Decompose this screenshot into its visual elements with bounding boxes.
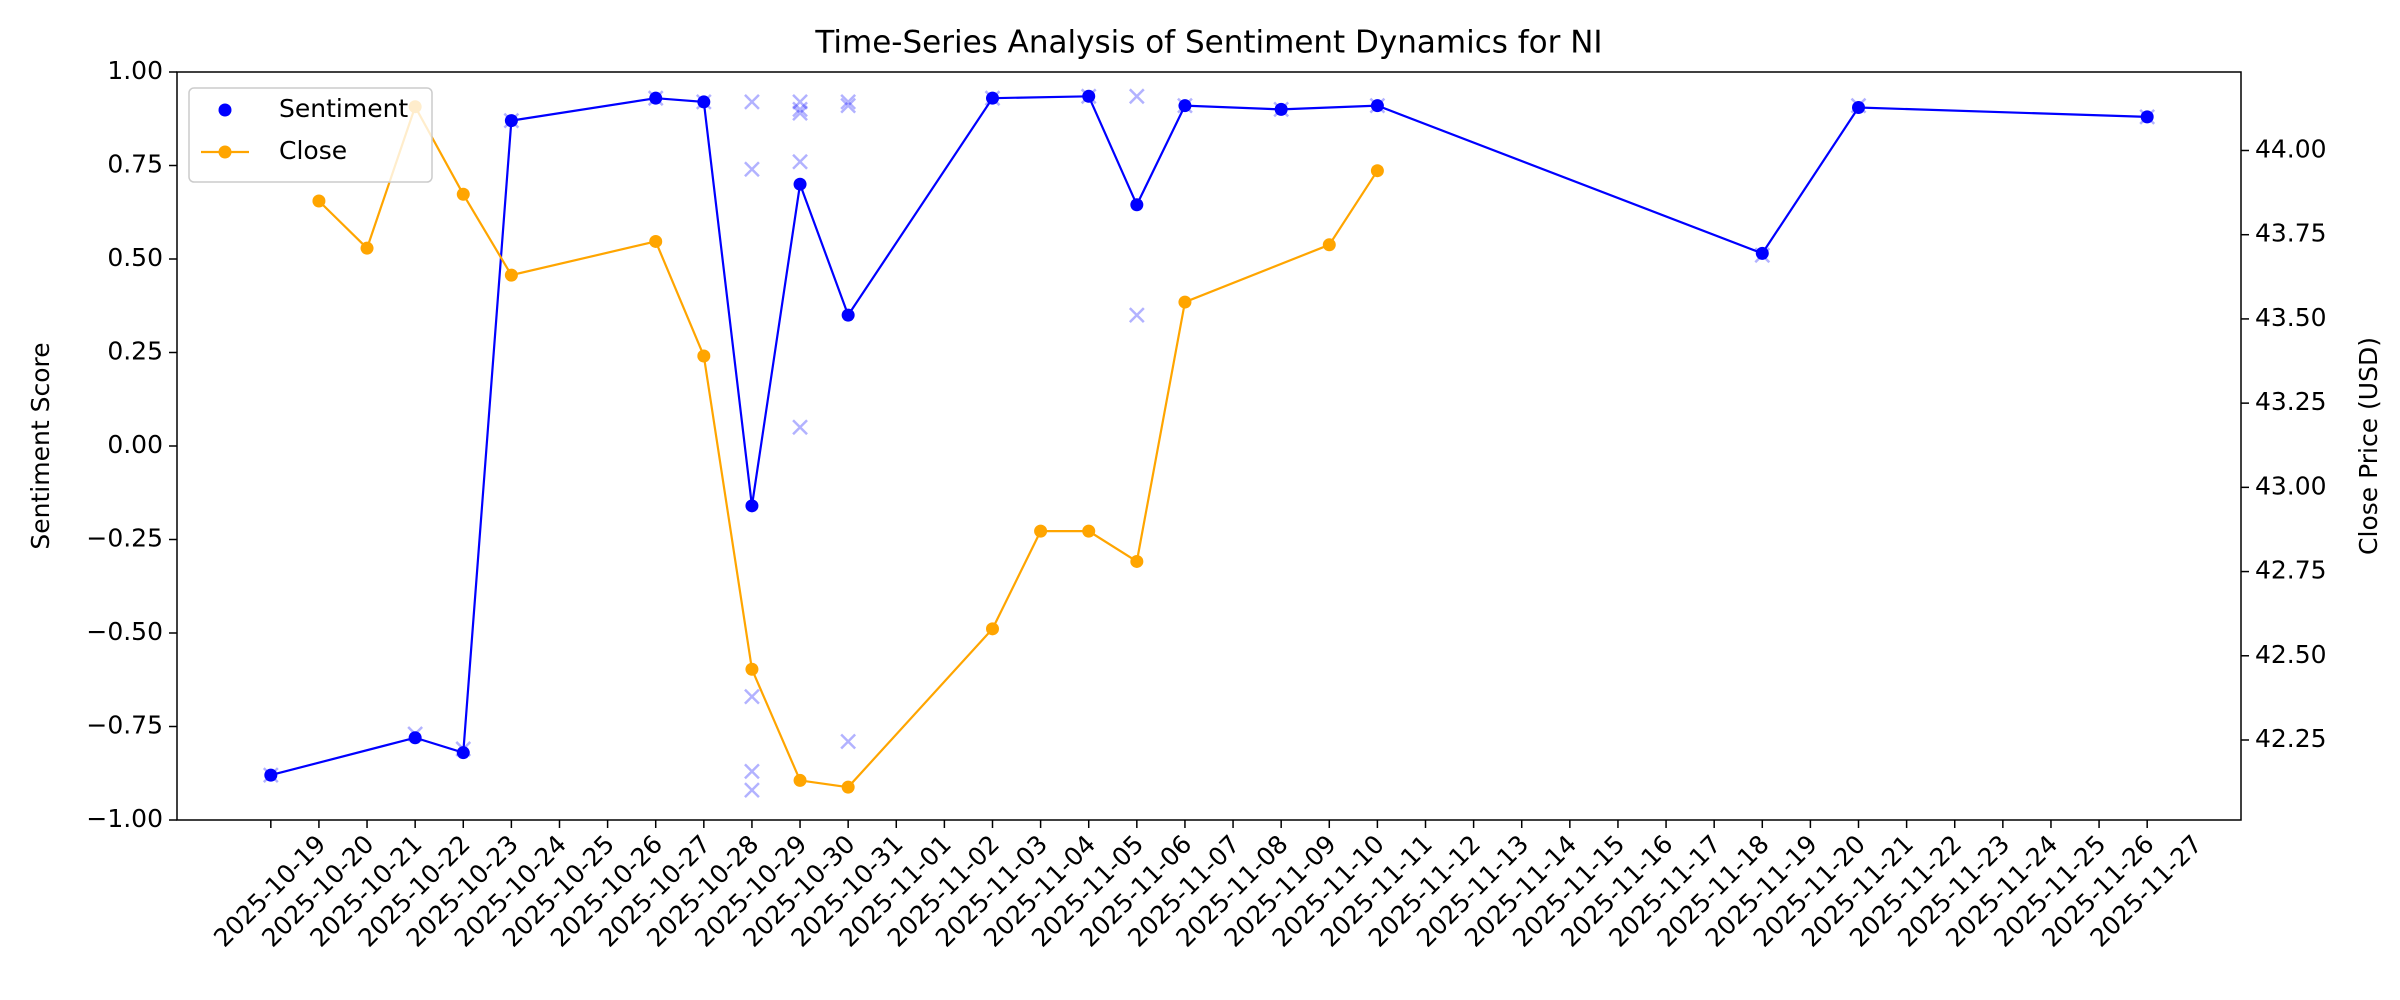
series-marker [697,95,711,109]
series-marker [1082,524,1096,538]
y2-axis-label: Close Price (USD) [2354,337,2383,555]
series-marker [456,746,470,760]
series-marker [697,349,711,363]
series-line [270,95,2148,777]
series-marker [985,91,999,105]
series-marker [649,91,663,105]
y-tick-label: −0.75 [86,711,163,740]
y2-tick-label: 42.75 [2255,556,2327,585]
series-marker [504,114,518,128]
series-marker [793,177,807,191]
raw-point [792,105,808,122]
y2-tick-label: 43.00 [2255,471,2327,500]
raw-point [840,733,857,750]
chart-title: Time-Series Analysis of Sentiment Dynami… [814,25,1602,61]
y-tick-label: −1.00 [86,804,163,833]
raw-point [792,153,808,170]
series-marker [1370,99,1384,113]
raw-point [840,94,857,110]
series-marker [745,499,759,513]
series-marker [1274,102,1288,116]
legend-label: Close [279,136,347,165]
series-marker [1852,101,1866,115]
y-axis-label: Sentiment Score [26,342,55,549]
raw-point [792,419,808,436]
series-marker [456,187,470,201]
y-tick-label: −0.50 [86,617,163,646]
y-tick-label: −0.25 [86,524,163,553]
raw-point [1128,88,1145,105]
raw-point [1128,307,1145,323]
series-marker [1178,99,1192,113]
series-marker [1130,198,1144,212]
series-marker [312,194,326,208]
legend-label: Sentiment [279,94,408,123]
y-tick-label: 1.00 [107,56,163,85]
y2-tick-label: 42.50 [2255,640,2327,669]
series-marker [360,241,374,255]
series-marker [841,780,855,794]
series-marker [793,773,807,787]
series-marker [1130,554,1144,568]
raw-point [840,97,857,114]
series-marker [649,234,663,248]
raw-point [792,94,808,110]
y-tick-label: 0.50 [107,243,163,272]
y-tick-label: 0.00 [107,430,163,459]
series-marker [1034,524,1048,538]
series-marker [2140,110,2154,124]
raw-point [744,94,760,110]
series-marker [504,268,518,282]
y-tick-label: 0.75 [107,150,163,179]
raw-point [744,782,760,798]
series-marker [264,768,278,782]
plot-frame [176,71,2242,821]
series-marker [985,622,999,636]
raw-point [792,101,808,118]
legend-marker [218,145,232,159]
y2-tick-label: 43.75 [2255,219,2327,248]
raw-point [744,763,760,780]
y2-tick-label: 42.25 [2255,724,2327,753]
y-tick-label: 0.25 [107,337,163,366]
series-marker [1755,246,1769,260]
series-marker [408,731,422,745]
raw-point [744,688,760,705]
y2-tick-label: 44.00 [2255,134,2327,163]
series-marker [1370,164,1384,178]
series-marker [841,308,855,322]
y2-tick-label: 43.25 [2255,387,2327,416]
series-marker [1178,295,1192,309]
y2-tick-label: 43.50 [2255,303,2327,332]
series-marker [1322,238,1336,252]
series-marker [1082,89,1096,103]
legend-marker [218,103,232,117]
raw-point [744,161,760,178]
legend-box [188,87,433,183]
series-marker [745,662,759,676]
